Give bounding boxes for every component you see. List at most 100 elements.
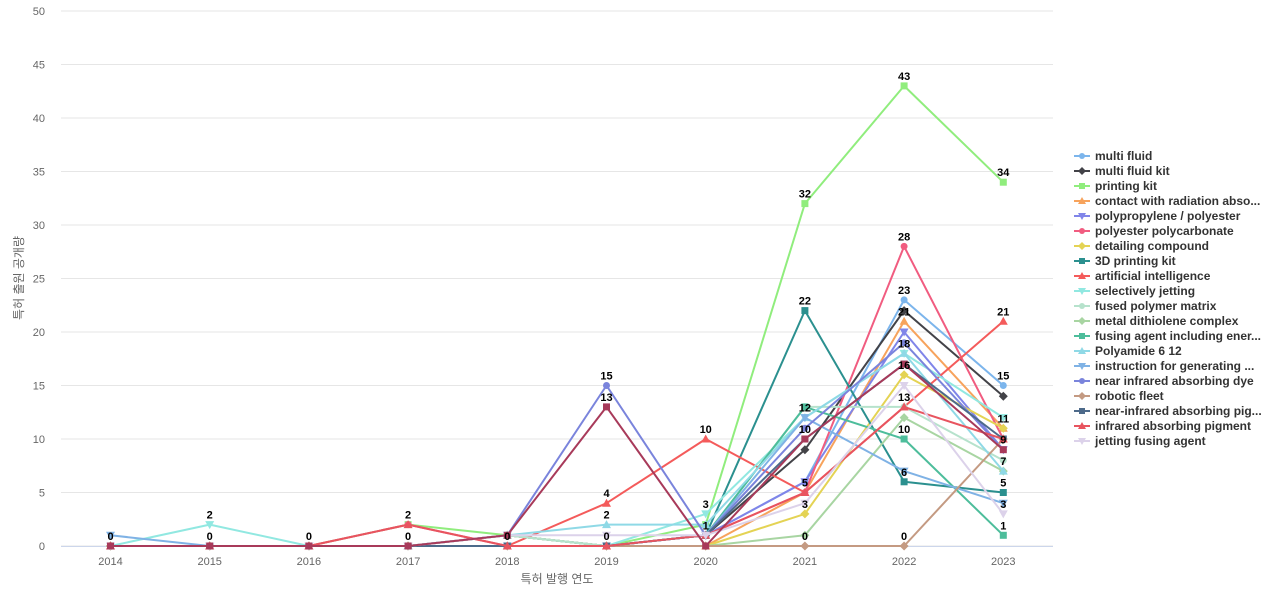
data-point[interactable] xyxy=(800,499,810,508)
data-point[interactable] xyxy=(503,531,511,539)
legend-item[interactable]: detailing compound xyxy=(1074,239,1209,253)
legend-item[interactable]: 3D printing kit xyxy=(1074,254,1176,268)
legend-item[interactable]: Polyamide 6 12 xyxy=(1074,344,1182,358)
series-line[interactable] xyxy=(110,384,1005,547)
data-point[interactable] xyxy=(602,498,611,507)
data-point[interactable] xyxy=(899,370,909,380)
data-point[interactable] xyxy=(800,541,810,551)
legend-item[interactable]: metal dithiolene complex xyxy=(1074,314,1239,328)
data-point[interactable] xyxy=(999,489,1007,496)
data-point[interactable] xyxy=(800,478,810,487)
series-line[interactable] xyxy=(110,341,1005,547)
legend-item[interactable]: polypropylene / polyester xyxy=(1074,209,1241,223)
data-point[interactable] xyxy=(800,509,810,519)
data-point[interactable] xyxy=(998,423,1008,433)
data-point[interactable] xyxy=(403,520,413,529)
series-line[interactable] xyxy=(110,245,1005,547)
series-unlabeled[interactable] xyxy=(107,360,1007,550)
data-point[interactable] xyxy=(603,403,610,411)
data-point[interactable] xyxy=(899,348,909,357)
data-point[interactable] xyxy=(999,446,1007,454)
data-point[interactable] xyxy=(900,478,908,486)
data-point[interactable] xyxy=(602,520,611,529)
data-point[interactable] xyxy=(900,360,908,368)
data-point[interactable] xyxy=(900,435,908,443)
legend-item[interactable]: fusing agent including ener... xyxy=(1074,329,1261,343)
data-point[interactable] xyxy=(603,382,610,389)
data-point[interactable] xyxy=(602,541,611,550)
data-label: 21 xyxy=(997,306,1009,318)
data-point[interactable] xyxy=(998,499,1008,508)
legend-item[interactable]: selectively jetting xyxy=(1074,284,1195,298)
data-point[interactable] xyxy=(998,466,1008,475)
data-point[interactable] xyxy=(701,520,711,529)
legend-item[interactable]: artificial intelligence xyxy=(1074,269,1211,283)
legend-marker xyxy=(1078,438,1086,445)
data-point[interactable] xyxy=(800,445,810,455)
data-point[interactable] xyxy=(801,307,809,315)
legend-item[interactable]: jetting fusing agent xyxy=(1074,434,1206,448)
data-point[interactable] xyxy=(800,530,810,540)
legend-item[interactable]: polyester polycarbonate xyxy=(1074,224,1234,238)
legend-item[interactable]: multi fluid xyxy=(1074,149,1152,163)
data-point[interactable] xyxy=(701,531,711,540)
series-line[interactable] xyxy=(110,84,1004,547)
legend-item[interactable]: printing kit xyxy=(1074,179,1157,193)
data-point[interactable] xyxy=(602,531,611,540)
data-point[interactable] xyxy=(801,424,809,432)
data-point[interactable] xyxy=(900,242,908,250)
data-point[interactable] xyxy=(800,488,810,496)
legend-item[interactable]: near infrared absorbing dye xyxy=(1074,374,1254,388)
data-point[interactable] xyxy=(998,434,1008,443)
data-point[interactable] xyxy=(998,414,1008,423)
data-point[interactable] xyxy=(801,403,809,411)
data-point[interactable] xyxy=(899,467,909,476)
data-point[interactable] xyxy=(404,542,412,550)
data-point[interactable] xyxy=(899,402,909,411)
data-point[interactable] xyxy=(702,542,710,550)
data-point[interactable] xyxy=(899,413,909,423)
data-point[interactable] xyxy=(107,542,114,550)
data-point[interactable] xyxy=(999,178,1007,186)
legend-label: selectively jetting xyxy=(1095,284,1195,298)
data-point[interactable] xyxy=(106,531,115,540)
data-point[interactable] xyxy=(999,456,1007,464)
data-point[interactable] xyxy=(899,316,909,325)
series-polyester-polycarbonate[interactable] xyxy=(107,242,1007,550)
series-line[interactable] xyxy=(110,320,1004,547)
data-point[interactable] xyxy=(800,414,810,423)
data-point[interactable] xyxy=(998,510,1008,519)
data-point[interactable] xyxy=(899,382,909,390)
legend-item[interactable]: infrared absorbing pigment xyxy=(1074,419,1251,433)
data-point[interactable] xyxy=(801,200,809,208)
data-point[interactable] xyxy=(899,328,909,337)
data-point[interactable] xyxy=(998,391,1008,401)
series-line[interactable] xyxy=(110,320,1005,547)
legend-item[interactable]: multi fluid kit xyxy=(1074,164,1170,178)
data-point[interactable] xyxy=(900,82,908,90)
data-point[interactable] xyxy=(999,531,1007,539)
data-point[interactable] xyxy=(701,434,711,443)
legend-item[interactable]: contact with radiation abso... xyxy=(1074,194,1260,208)
data-point[interactable] xyxy=(305,542,313,550)
legend-item[interactable]: robotic fleet xyxy=(1074,389,1164,403)
series-line[interactable] xyxy=(110,363,1004,547)
series-printing-kit[interactable] xyxy=(107,82,1007,550)
x-tick-label: 2023 xyxy=(991,556,1015,568)
data-point[interactable] xyxy=(206,542,214,550)
legend-item[interactable]: instruction for generating ... xyxy=(1074,359,1254,373)
data-point[interactable] xyxy=(701,510,711,519)
data-point[interactable] xyxy=(900,339,908,347)
data-point[interactable] xyxy=(502,541,512,550)
series-near-infrared-absorbing-dye[interactable] xyxy=(107,339,1007,550)
legend-item[interactable]: near-infrared absorbing pig... xyxy=(1074,404,1262,418)
data-point[interactable] xyxy=(205,521,215,530)
data-point[interactable] xyxy=(899,541,909,551)
data-point[interactable] xyxy=(801,435,809,443)
legend-item[interactable]: fused polymer matrix xyxy=(1074,299,1217,313)
data-point[interactable] xyxy=(899,306,909,316)
data-point[interactable] xyxy=(998,316,1008,325)
data-point[interactable] xyxy=(900,296,908,304)
data-point[interactable] xyxy=(999,382,1007,389)
